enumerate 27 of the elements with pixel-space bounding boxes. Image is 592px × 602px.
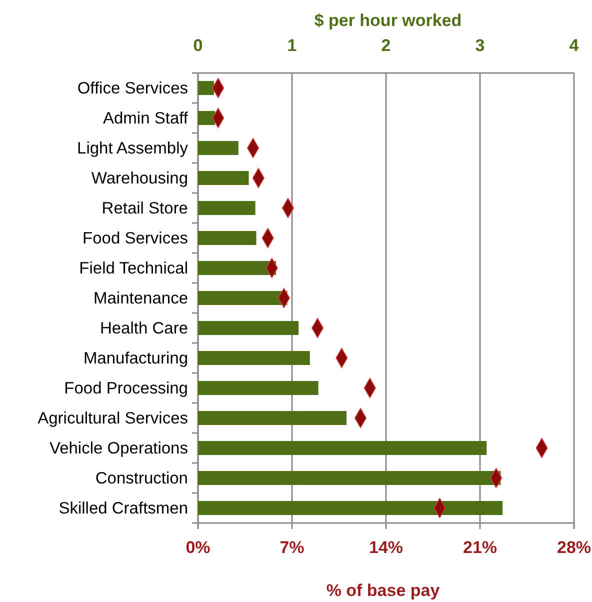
y-tick-label: Health Care — [100, 319, 188, 338]
x-tick-label: 14% — [368, 538, 404, 558]
x-axis-title: % of base pay — [326, 581, 440, 600]
x2-tick-label: 2 — [381, 36, 391, 55]
y-tick-label: Warehousing — [91, 169, 188, 188]
x2-tick-label: 0 — [193, 36, 203, 55]
x-tick-label: 28% — [556, 538, 592, 558]
y-tick-label: Maintenance — [94, 289, 188, 308]
y-tick-label: Agricultural Services — [38, 409, 188, 428]
y-tick-label: Manufacturing — [83, 349, 188, 368]
y-tick-label: Office Services — [77, 79, 188, 98]
x2-tick-label: 1 — [287, 36, 297, 55]
y-tick-label: Skilled Craftsmen — [58, 499, 188, 518]
y-tick-label: Construction — [95, 469, 188, 488]
x-tick-label: 0% — [186, 538, 210, 558]
y-tick-label: Light Assembly — [77, 139, 189, 158]
y-tick-label: Retail Store — [102, 199, 188, 218]
y-tick-label: Food Services — [82, 229, 188, 248]
x-tick-label: 21% — [462, 538, 498, 558]
y-tick-label: Food Processing — [64, 379, 188, 398]
x2-axis-title: $ per hour worked — [314, 11, 462, 30]
y-tick-label: Admin Staff — [103, 109, 188, 128]
x2-tick-label: 4 — [569, 36, 580, 55]
y-tick-label: Field Technical — [79, 259, 188, 278]
x-tick-label: 7% — [280, 538, 304, 558]
x2-tick-label: 3 — [475, 36, 485, 55]
y-tick-label: Vehicle Operations — [49, 439, 188, 458]
